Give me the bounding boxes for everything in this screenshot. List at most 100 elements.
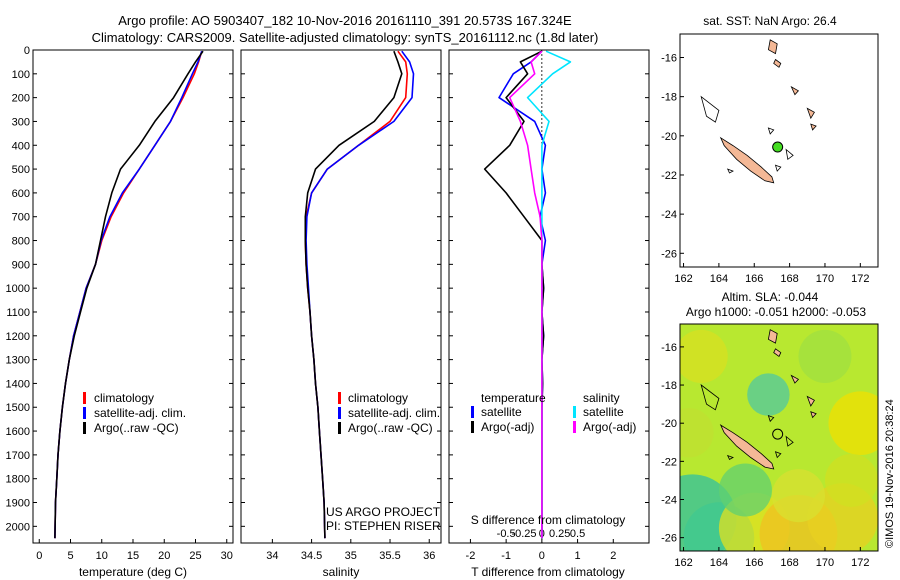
map-x-tick-label: 162 (674, 273, 692, 285)
legend-swatch-satellite (83, 407, 86, 419)
temperature-frame (32, 49, 234, 544)
x-tick-label: 36 (423, 550, 435, 562)
legend-argo: Argo(..raw -QC) (348, 421, 433, 435)
temperature-lines (54, 50, 204, 539)
sst-map-axes: 162 164 166 168 170 172 -16 -18 -20 -22 -24 -26 (661, 52, 869, 285)
land-ouvea (767, 414, 775, 423)
y-tick-label: 1500 (6, 402, 30, 414)
x-tick-label: 5 (67, 550, 73, 562)
x-tick-label: 20 (158, 550, 170, 562)
legend-satellite: satellite-adj. clim. (348, 406, 440, 420)
land-reef-west (726, 454, 734, 460)
salinity-difference-axis: -0.5-0.2500.250.5 (497, 528, 586, 540)
y-tick-label: 1300 (6, 355, 30, 367)
series-line-1 (304, 50, 409, 539)
y-tick-label: 800 (12, 236, 30, 248)
x-tick-label: 34 (266, 550, 278, 562)
land-erromango (806, 395, 815, 407)
temperature-legend: climatology satellite-adj. clim. Argo(..… (83, 391, 186, 435)
y-tick-label: 1700 (6, 450, 30, 462)
legend-swatch-satellite (338, 407, 341, 419)
legend-swatch-s-argo (573, 421, 576, 433)
map-y-tick-label: -24 (661, 209, 677, 221)
legend-temperature-heading: temperature (481, 391, 546, 405)
legend-swatch-argo (338, 422, 341, 434)
sla-blob (747, 373, 790, 416)
y-tick-label: 400 (12, 140, 30, 152)
y-tick-label: 500 (12, 164, 30, 176)
land-mare (774, 451, 782, 459)
sla-map-axes: 162 164 166 168 170 172 -16 -18 -20 -22 -24 -26 (661, 342, 869, 569)
salinity-lines (304, 50, 415, 539)
sst-map-title: sat. SST: NaN Argo: 26.4 (703, 14, 837, 28)
legend-swatch-s-satellite (573, 406, 576, 418)
sla-blob (718, 463, 772, 517)
land-espiritu-santo (767, 329, 778, 344)
land-tanna (810, 411, 817, 419)
y-tick-label: 1600 (6, 426, 30, 438)
legend-swatch-argo (83, 422, 86, 434)
sla-blob (798, 329, 852, 383)
x-tick-label: 0 (36, 550, 42, 562)
map-x-tick-label: 164 (710, 557, 728, 569)
legend-t-satellite: satellite (481, 405, 522, 419)
map-y-tick-label: -26 (661, 248, 677, 260)
map-x-tick-label: 166 (745, 557, 763, 569)
map-y-tick-label: -22 (661, 170, 677, 182)
x-tick-label: 25 (189, 550, 201, 562)
sla-land (700, 329, 817, 470)
legend-salinity-heading: salinity (583, 391, 620, 405)
x-tick-label: -2 (466, 550, 476, 562)
y-tick-label: 100 (12, 69, 30, 81)
argo-position-marker (772, 428, 784, 440)
map-x-tick-label: 172 (851, 273, 869, 285)
series-line-2 (483, 50, 545, 539)
land-efate (790, 85, 800, 96)
series-line-1 (54, 50, 203, 539)
x2-tick-label: 0.25 (549, 528, 570, 540)
map-y-tick-label: -20 (661, 131, 677, 143)
temperature-x-label: temperature (deg C) (79, 565, 187, 579)
map-y-tick-label: -18 (661, 92, 677, 104)
legend-t-argo: Argo(-adj) (481, 420, 534, 434)
series-line-2 (54, 50, 203, 539)
temperature-panel: 0100200300400500600700800900100011001200… (6, 45, 234, 579)
x-tick-label: 35 (345, 550, 357, 562)
y-tick-label: 700 (12, 212, 30, 224)
land-reef-west (726, 168, 734, 174)
legend-s-argo: Argo(-adj) (583, 420, 636, 434)
land-ouvea (767, 127, 775, 135)
salinity-panel: 34 34.5 35 35.5 36 salinity climatology sate… (240, 49, 442, 579)
sla-map-frame (679, 323, 879, 552)
temperature-x-axis: 0 5 10 15 20 25 30 (36, 539, 233, 562)
series-line-3 (526, 50, 572, 539)
map-x-tick-label: 164 (710, 273, 728, 285)
salinity-y-ticks (241, 49, 441, 527)
y-tick-label: 1000 (6, 283, 30, 295)
sst-land (700, 39, 817, 184)
x-tick-label: 35.5 (379, 550, 400, 562)
x-tick-label: 34.5 (301, 550, 322, 562)
sla-map-title: Altim. SLA: -0.044 (722, 290, 819, 304)
y-tick-label: 600 (12, 188, 30, 200)
x2-tick-label: -0.25 (511, 528, 536, 540)
y-tick-label: 1800 (6, 474, 30, 486)
x-tick-label: 30 (221, 550, 233, 562)
salinity-x-label: salinity (323, 565, 360, 579)
sla-blob (824, 453, 878, 507)
y-tick-label: 300 (12, 116, 30, 128)
salinity-frame (240, 49, 442, 544)
y-tick-label: 0 (24, 45, 30, 57)
land-new-caledonia (719, 136, 775, 184)
x2-tick-label: 0.5 (570, 528, 585, 540)
y-tick-label: 900 (12, 259, 30, 271)
y-tick-label: 1200 (6, 331, 30, 343)
map-x-tick-label: 170 (816, 273, 834, 285)
legend-climatology: climatology (94, 391, 154, 405)
map-x-tick-label: 170 (816, 557, 834, 569)
x-tick-label: -1 (501, 550, 511, 562)
map-x-tick-label: 172 (851, 557, 869, 569)
map-y-tick-label: -16 (661, 52, 677, 64)
